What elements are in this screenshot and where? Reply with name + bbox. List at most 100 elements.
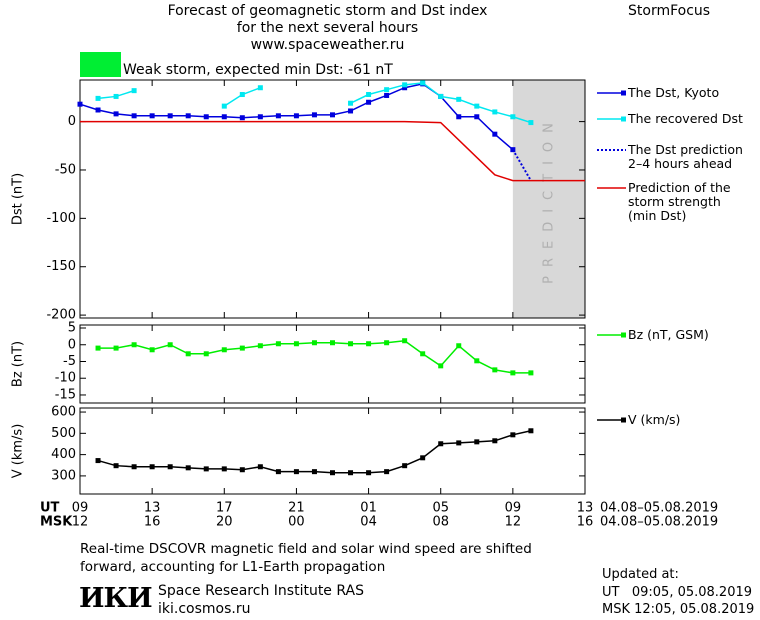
- data-point: [510, 370, 516, 376]
- legend-entry: The Dst prediction 2–4 hours ahead: [628, 142, 743, 171]
- data-point: [348, 108, 354, 114]
- y-tick-label: 400: [51, 447, 76, 462]
- date-range-msk: 04.08–05.08.2019: [600, 515, 718, 530]
- data-point: [330, 340, 335, 346]
- plot-frame: [79, 407, 586, 495]
- data-point: [456, 114, 462, 120]
- data-point: [113, 463, 119, 469]
- date-range-ut: 04.08–05.08.2019: [600, 501, 718, 516]
- x-tick-label: 17: [216, 501, 233, 516]
- y-axis-label: V (km/s): [11, 424, 26, 479]
- y-tick-label: 500: [51, 426, 76, 441]
- data-point: [510, 432, 516, 438]
- data-point: [95, 458, 101, 464]
- x-tick-label-msk: 16: [144, 515, 161, 530]
- x-tick-label: 09: [72, 501, 89, 516]
- brand: StormFocus: [628, 3, 711, 19]
- data-point: [311, 340, 317, 346]
- plot-frame: [79, 324, 586, 404]
- data-point: [456, 343, 462, 349]
- data-point: [384, 92, 390, 98]
- data-point: [492, 438, 498, 444]
- x-tick-label: 05: [432, 501, 449, 516]
- plot-frame: [79, 79, 586, 319]
- updated-msk: MSK 12:05, 05.08.2019: [602, 602, 755, 617]
- data-point: [257, 114, 263, 120]
- legend-entry: The Dst, Kyoto: [628, 85, 720, 100]
- legend-entry: The recovered Dst: [628, 111, 743, 126]
- data-point: [311, 469, 317, 475]
- data-point: [510, 114, 516, 120]
- data-point: [528, 428, 534, 434]
- data-point: [221, 103, 227, 109]
- series-line: [80, 120, 585, 182]
- data-point: [384, 340, 390, 346]
- y-tick-label: 0: [68, 337, 76, 352]
- prediction-label: PREDICTION: [541, 114, 556, 284]
- data-point: [348, 470, 354, 476]
- y-tick-label: 300: [51, 468, 76, 483]
- data-point: [420, 80, 426, 86]
- x-tick-label: 01: [360, 501, 377, 516]
- data-point: [167, 464, 173, 470]
- x-axis-label-msk: MSK: [40, 515, 73, 530]
- data-point: [456, 96, 462, 102]
- data-point: [492, 131, 498, 137]
- x-tick-label: 13: [577, 501, 594, 516]
- data-point: [239, 467, 245, 473]
- data-point: [77, 101, 83, 107]
- data-point: [420, 455, 426, 461]
- data-point: [293, 341, 299, 347]
- data-point: [95, 107, 101, 113]
- data-point: [113, 345, 119, 351]
- data-point: [402, 463, 408, 469]
- y-tick-label: -15: [55, 387, 76, 402]
- legend-entry: Prediction of the storm strength (min Ds…: [628, 180, 731, 223]
- y-axis-label: Bz (nT): [11, 341, 26, 387]
- data-point: [474, 103, 480, 109]
- data-point: [528, 370, 534, 376]
- y-tick-label: 5: [68, 321, 76, 336]
- data-point: [402, 85, 408, 91]
- legend-marker: [621, 417, 626, 423]
- data-point: [185, 351, 191, 357]
- y-tick-label: -10: [55, 371, 76, 386]
- data-point: [438, 441, 444, 447]
- data-point: [420, 351, 426, 357]
- y-axis-label: Dst (nT): [11, 173, 26, 225]
- x-tick-label-msk: 00: [288, 515, 305, 530]
- data-point: [131, 88, 137, 94]
- y-tick-label: 0: [68, 114, 76, 129]
- institute: Space Research Institute RAS: [158, 583, 364, 599]
- data-point: [293, 113, 299, 119]
- data-point: [474, 439, 480, 445]
- data-point: [275, 113, 281, 119]
- data-point: [311, 112, 317, 118]
- data-point: [402, 82, 408, 88]
- data-point: [221, 347, 227, 353]
- y-tick-label: -200: [46, 308, 76, 323]
- x-tick-label: 13: [144, 501, 161, 516]
- data-point: [203, 351, 209, 357]
- data-point: [257, 464, 263, 470]
- updated-ut: UT 09:05, 05.08.2019: [602, 585, 753, 600]
- data-point: [239, 92, 245, 98]
- data-point: [95, 95, 101, 101]
- y-tick-label: 600: [51, 405, 76, 420]
- data-point: [149, 464, 155, 470]
- x-tick-label-msk: 20: [216, 515, 233, 530]
- x-axis-label: UT: [40, 501, 60, 516]
- updated-label: Updated at:: [602, 567, 679, 582]
- data-point: [113, 93, 119, 99]
- data-point: [221, 466, 227, 472]
- x-tick-label: 21: [288, 501, 305, 516]
- prediction-region: [512, 80, 585, 318]
- data-point: [203, 466, 209, 472]
- y-tick-label: -150: [46, 259, 76, 274]
- x-tick-label-msk: 12: [505, 515, 522, 530]
- data-point: [275, 341, 281, 347]
- y-tick-label: -50: [55, 162, 76, 177]
- data-point: [384, 87, 390, 93]
- data-point: [293, 469, 299, 475]
